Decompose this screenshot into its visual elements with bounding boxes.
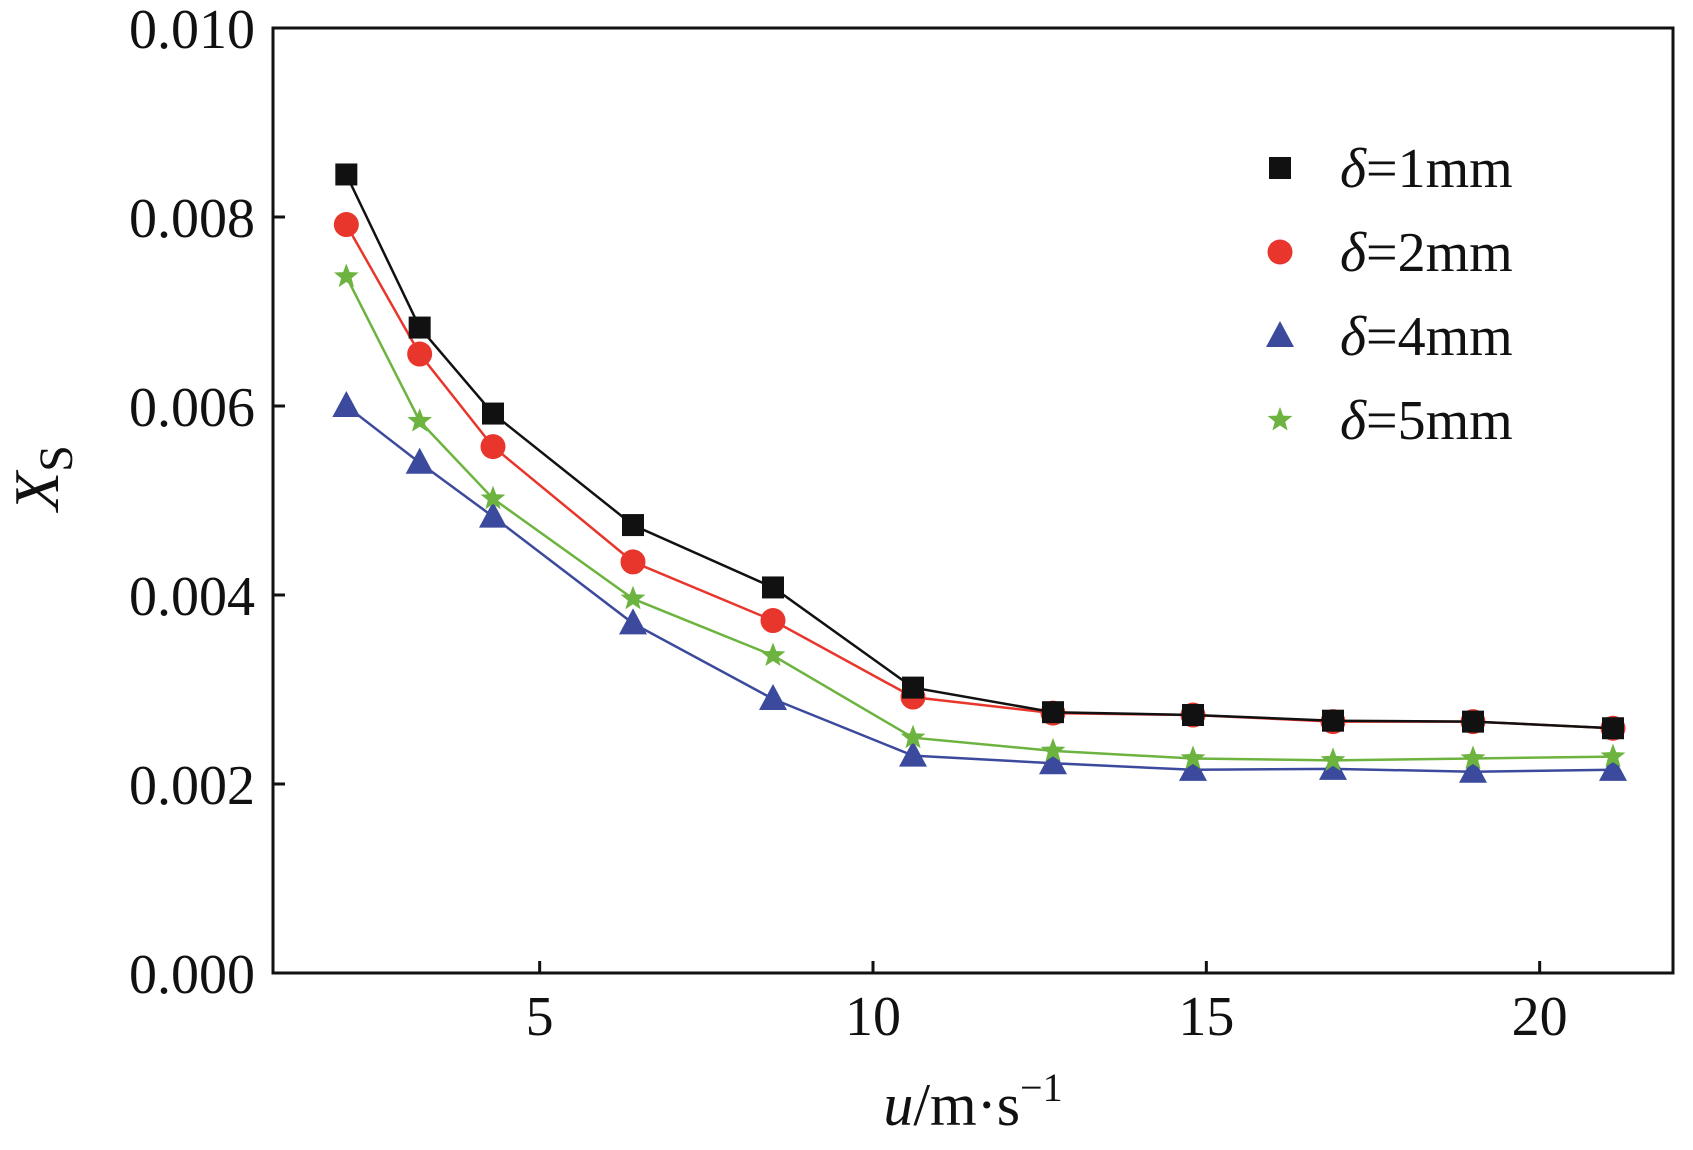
legend-marker (1267, 407, 1293, 431)
data-point (1320, 747, 1346, 771)
y-tick-label: 0.006 (129, 377, 255, 439)
data-point (1180, 745, 1206, 769)
legend-label: δ=1mm (1340, 138, 1513, 200)
data-point (619, 608, 647, 635)
data-point (335, 163, 358, 186)
y-tick-label: 0.000 (129, 944, 255, 1006)
data-point (482, 402, 504, 425)
data-point (1319, 753, 1347, 780)
x-tick-label: 20 (1512, 986, 1568, 1048)
series-1 (335, 163, 1624, 740)
x-axis-title: u/m·s−1 (883, 1065, 1062, 1138)
y-tick-label: 0.010 (129, 0, 255, 61)
data-point (622, 514, 644, 537)
y-tick-label: 0.002 (129, 755, 255, 817)
data-point (900, 724, 926, 749)
data-point (1040, 737, 1066, 762)
y-tick-label: 0.004 (129, 566, 255, 628)
data-point (1602, 717, 1624, 740)
data-point (408, 316, 431, 339)
data-point (899, 740, 927, 767)
x-tick-label: 5 (526, 986, 554, 1048)
data-point (620, 585, 646, 610)
legend-value: =4mm (1366, 306, 1513, 368)
x-axis-exponent: −1 (1020, 1065, 1063, 1110)
legend-symbol: δ (1340, 222, 1367, 284)
data-point (1042, 701, 1064, 724)
x-tick-label: 15 (1178, 986, 1234, 1048)
legend-label: δ=2mm (1340, 222, 1513, 284)
data-point (479, 501, 507, 528)
data-point (332, 391, 361, 417)
y-axis-variable: X (1, 469, 72, 514)
data-point (760, 608, 786, 634)
series-2 (333, 212, 1626, 741)
legend-item: δ=2mm (1267, 222, 1513, 284)
legend-value: =5mm (1366, 390, 1513, 452)
data-point (1600, 743, 1626, 768)
x-axis-slash: / (913, 1072, 930, 1138)
data-point (480, 434, 506, 460)
legend-marker (1267, 239, 1293, 265)
legend-label: δ=5mm (1340, 390, 1513, 452)
data-point (407, 341, 433, 367)
y-axis: 0.000 0.002 0.004 0.006 0.008 0.010 (129, 0, 285, 1006)
y-axis-title: XS (1, 445, 83, 514)
x-axis: 5 10 15 20 (526, 961, 1568, 1048)
data-point (333, 212, 359, 238)
data-point (407, 408, 432, 432)
data-point (759, 683, 787, 710)
plot-frame (271, 26, 1675, 975)
legend-marker (1266, 321, 1294, 347)
x-axis-unit: m·s (930, 1072, 1020, 1138)
y-tick-label: 0.008 (129, 188, 255, 250)
y-axis-subscript: S (30, 445, 83, 472)
legend-label: δ=4mm (1340, 306, 1513, 368)
legend-marker (1269, 157, 1291, 179)
x-axis-variable: u (883, 1072, 913, 1138)
x-tick-label: 10 (845, 986, 901, 1048)
data-point (760, 642, 786, 666)
data-point (902, 676, 924, 699)
data-point (620, 549, 646, 575)
legend-item: δ=4mm (1266, 306, 1513, 368)
series-line (345, 223, 1614, 730)
data-point (1459, 756, 1487, 783)
data-point (1179, 754, 1207, 781)
legend-symbol: δ (1340, 138, 1367, 200)
series-4 (334, 263, 1626, 771)
legend-value: =2mm (1366, 222, 1513, 284)
series-layer (332, 163, 1627, 783)
legend-symbol: δ (1340, 306, 1367, 368)
data-point (334, 263, 359, 288)
data-point (1182, 704, 1204, 727)
data-point (1599, 754, 1627, 781)
series-line (345, 405, 1614, 773)
data-point (1322, 709, 1344, 732)
data-point (1462, 710, 1484, 733)
data-point (762, 576, 784, 599)
data-point (1460, 745, 1486, 769)
legend-item: δ=1mm (1269, 138, 1513, 200)
legend-symbol: δ (1340, 390, 1367, 452)
series-3 (332, 391, 1627, 783)
data-point (1039, 748, 1067, 775)
data-point (405, 447, 434, 474)
data-point (480, 485, 506, 510)
legend-value: =1mm (1366, 138, 1513, 200)
legend-item: δ=5mm (1267, 390, 1513, 452)
